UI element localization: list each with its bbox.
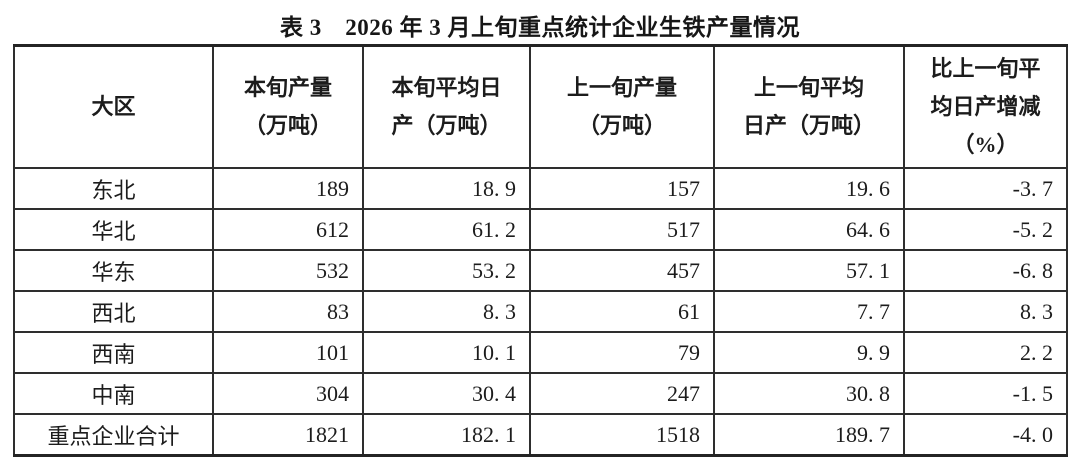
cell-prev-daily-output: 7. 7 (713, 290, 905, 333)
cell-current-daily-output: 10. 1 (362, 331, 531, 374)
header-line: 本旬产量 (243, 75, 332, 100)
cell-region: 华北 (13, 208, 214, 251)
cell-daily-output-change: -4. 0 (903, 413, 1068, 457)
header-line: 产（万吨） (391, 113, 502, 138)
header-line: 上一旬平均 (753, 75, 864, 100)
cell-daily-output-change: -5. 2 (903, 208, 1068, 251)
header-line: 上一旬产量 (566, 75, 677, 100)
cell-prev-daily-output: 64. 6 (713, 208, 905, 251)
cell-daily-output-change: 8. 3 (903, 290, 1068, 333)
header-current-output: 本旬产量 （万吨） (212, 44, 364, 169)
header-prev-daily-output: 上一旬平均 日产（万吨） (713, 44, 905, 169)
cell-prev-daily-output: 19. 6 (713, 167, 905, 210)
header-region: 大区 (13, 44, 214, 169)
cell-daily-output-change: -3. 7 (903, 167, 1068, 210)
cell-current-daily-output: 61. 2 (362, 208, 531, 251)
cell-current-output: 304 (212, 372, 364, 415)
cell-region: 西南 (13, 331, 214, 374)
cell-prev-output: 61 (529, 290, 715, 333)
header-line: 大区 (91, 94, 136, 119)
cell-current-daily-output: 8. 3 (362, 290, 531, 333)
cell-daily-output-change: 2. 2 (903, 331, 1068, 374)
header-line: 比上一旬平 (930, 56, 1041, 81)
cell-prev-output: 79 (529, 331, 715, 374)
header-line: 日产（万吨） (742, 113, 875, 138)
header-line: （万吨） (243, 113, 332, 138)
header-line: 本旬平均日 (391, 75, 502, 100)
row-southwest: 西南 101 10. 1 79 9. 9 2. 2 (13, 331, 1068, 374)
cell-prev-output: 517 (529, 208, 715, 251)
row-total: 重点企业合计 1821 182. 1 1518 189. 7 -4. 0 (13, 413, 1068, 457)
cell-current-output: 83 (212, 290, 364, 333)
cell-prev-daily-output: 30. 8 (713, 372, 905, 415)
cell-prev-daily-output: 189. 7 (713, 413, 905, 457)
row-east: 华东 532 53. 2 457 57. 1 -6. 8 (13, 249, 1068, 292)
cell-current-daily-output: 18. 9 (362, 167, 531, 210)
cell-daily-output-change: -1. 5 (903, 372, 1068, 415)
cell-current-output: 101 (212, 331, 364, 374)
pig-iron-production-table: 大区 本旬产量 （万吨） 本旬平均日 产（万吨） 上一旬产量 （万吨） 上一旬平… (13, 44, 1068, 457)
row-central-south: 中南 304 30. 4 247 30. 8 -1. 5 (13, 372, 1068, 415)
cell-prev-output: 157 (529, 167, 715, 210)
cell-prev-output: 457 (529, 249, 715, 292)
cell-region: 中南 (13, 372, 214, 415)
cell-current-output: 532 (212, 249, 364, 292)
table-title: 表 3 2026 年 3 月上旬重点统计企业生铁产量情况 (280, 15, 800, 40)
cell-current-output: 1821 (212, 413, 364, 457)
header-line: 均日产增减 (930, 94, 1041, 119)
cell-current-output: 612 (212, 208, 364, 251)
header-daily-output-change: 比上一旬平 均日产增减 （%） (903, 44, 1068, 169)
header-row: 大区 本旬产量 （万吨） 本旬平均日 产（万吨） 上一旬产量 （万吨） 上一旬平… (13, 44, 1068, 169)
cell-prev-daily-output: 57. 1 (713, 249, 905, 292)
header-current-daily-output: 本旬平均日 产（万吨） (362, 44, 531, 169)
cell-prev-output: 247 (529, 372, 715, 415)
cell-current-daily-output: 182. 1 (362, 413, 531, 457)
cell-prev-daily-output: 9. 9 (713, 331, 905, 374)
cell-current-output: 189 (212, 167, 364, 210)
header-line: （%） (952, 132, 1019, 157)
row-northeast: 东北 189 18. 9 157 19. 6 -3. 7 (13, 167, 1068, 210)
cell-region: 重点企业合计 (13, 413, 214, 457)
cell-current-daily-output: 30. 4 (362, 372, 531, 415)
header-prev-output: 上一旬产量 （万吨） (529, 44, 715, 169)
cell-region: 东北 (13, 167, 214, 210)
cell-daily-output-change: -6. 8 (903, 249, 1068, 292)
cell-current-daily-output: 53. 2 (362, 249, 531, 292)
cell-prev-output: 1518 (529, 413, 715, 457)
row-northwest: 西北 83 8. 3 61 7. 7 8. 3 (13, 290, 1068, 333)
row-north: 华北 612 61. 2 517 64. 6 -5. 2 (13, 208, 1068, 251)
header-line: （万吨） (577, 113, 666, 138)
cell-region: 华东 (13, 249, 214, 292)
cell-region: 西北 (13, 290, 214, 333)
